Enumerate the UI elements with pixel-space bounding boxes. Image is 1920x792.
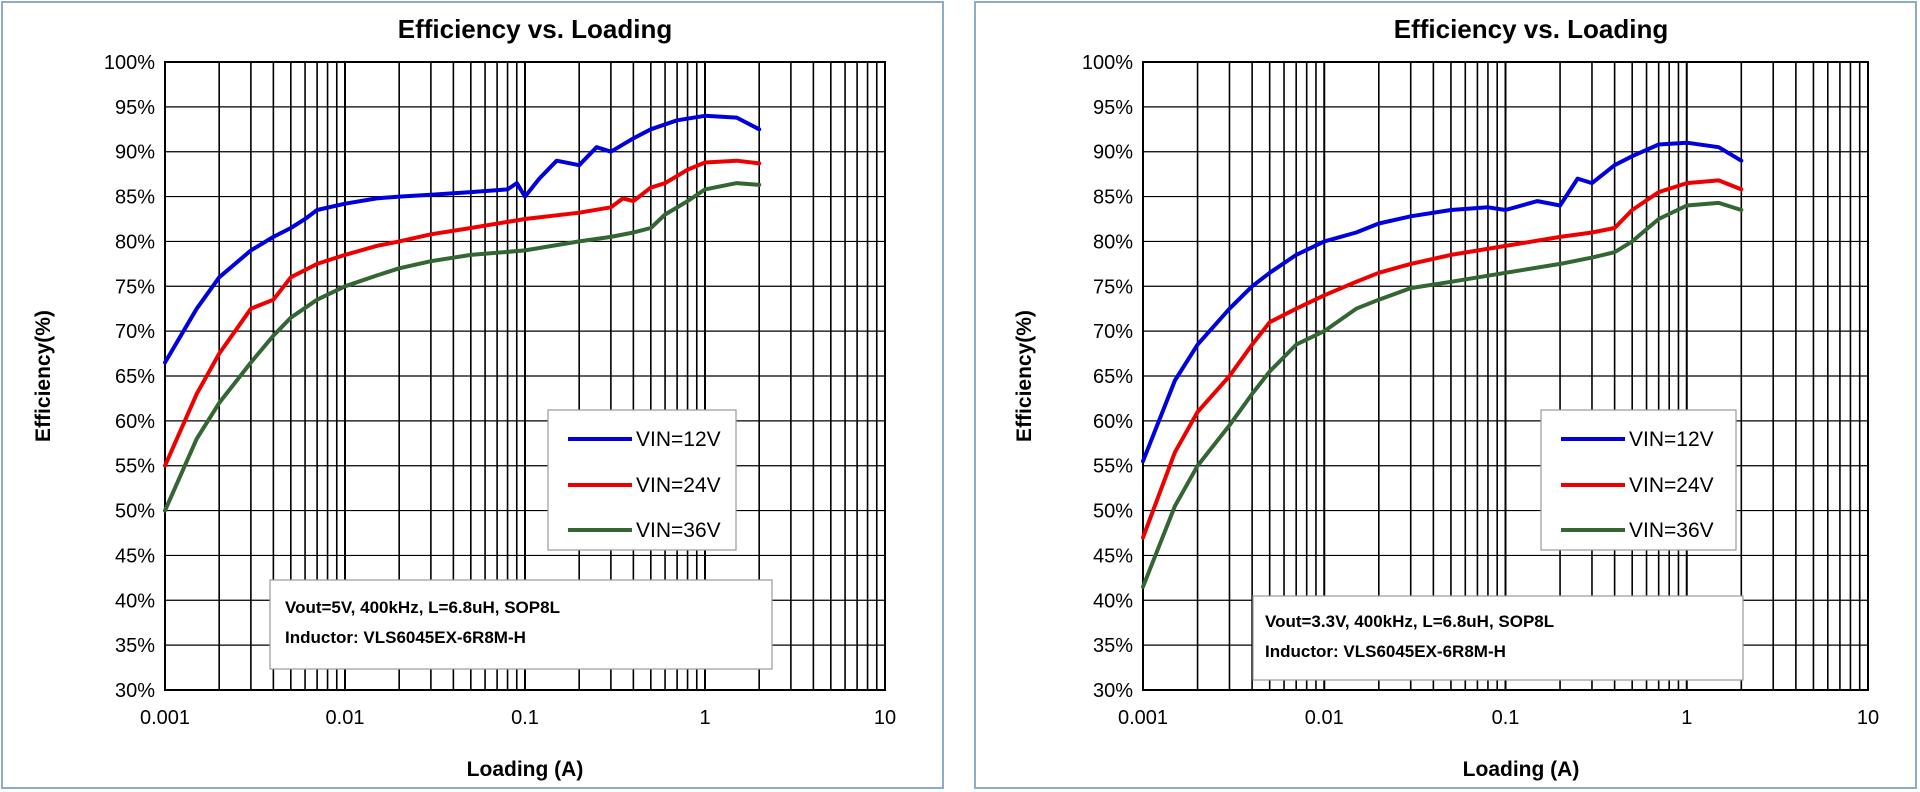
series-line-vin-12v xyxy=(1141,140,1744,464)
annotation: Vout=3.3V, 400kHz, L=6.8uH, SOP8L Induct… xyxy=(1252,595,1744,681)
chart-title: Efficiency vs. Loading xyxy=(1394,14,1669,44)
y-tick-label: 90% xyxy=(115,142,155,164)
y-tick-label: 35% xyxy=(1093,635,1133,657)
y-tick-label: 75% xyxy=(1093,276,1133,298)
x-tick-labels: 0.001 0.01 0.1 1 10 xyxy=(1118,707,1879,729)
y-tick-label: 55% xyxy=(115,456,155,478)
grid-lines xyxy=(1142,61,1868,691)
chart-title: Efficiency vs. Loading xyxy=(398,14,673,44)
annotation: Vout=5V, 400kHz, L=6.8uH, SOP8L Inductor… xyxy=(269,579,773,670)
annotation-line-1: Vout=5V, 400kHz, L=6.8uH, SOP8L xyxy=(285,598,560,617)
x-tick-label: 10 xyxy=(1857,707,1879,729)
y-tick-label: 40% xyxy=(1093,590,1133,612)
series-group xyxy=(1141,140,1744,589)
x-tick-label: 0.1 xyxy=(511,707,539,729)
y-tick-label: 50% xyxy=(1093,501,1133,523)
series-line-vin-36v xyxy=(163,181,762,513)
y-tick-label: 95% xyxy=(115,97,155,119)
y-tick-label: 85% xyxy=(115,187,155,209)
x-tick-label: 0.001 xyxy=(1118,707,1168,729)
legend-label-vin-12v: VIN=12V xyxy=(1629,428,1714,451)
legend-box xyxy=(1540,409,1737,551)
y-tick-label: 60% xyxy=(1093,411,1133,433)
y-tick-label: 100% xyxy=(1082,52,1133,74)
x-tick-label: 0.01 xyxy=(326,707,365,729)
x-tick-label: 1 xyxy=(1681,707,1692,729)
y-tick-labels: 30% 35% 40% 45% 50% 55% 60% 65% 70% 75% 80% 85% 90% 9… xyxy=(1082,52,1133,702)
x-axis-label: Loading (A) xyxy=(1463,758,1580,781)
legend-label-vin-24v: VIN=24V xyxy=(1629,474,1714,497)
x-tick-label: 0.01 xyxy=(1305,707,1344,729)
series-line-vin-36v xyxy=(1141,200,1744,589)
y-tick-label: 30% xyxy=(115,680,155,702)
y-tick-label: 100% xyxy=(104,52,155,74)
y-tick-label: 55% xyxy=(1093,456,1133,478)
series-line-vin-12v xyxy=(163,113,762,365)
legend: VIN=12V VIN=24V VIN=36V xyxy=(1540,409,1737,551)
y-tick-label: 45% xyxy=(115,545,155,567)
y-tick-label: 35% xyxy=(115,635,155,657)
y-tick-label: 60% xyxy=(115,411,155,433)
annotation-line-2: Inductor: VLS6045EX-6R8M-H xyxy=(285,628,526,647)
x-axis-label: Loading (A) xyxy=(467,758,584,781)
legend: VIN=12V VIN=24V VIN=36V xyxy=(547,409,737,551)
y-tick-label: 75% xyxy=(115,276,155,298)
legend-label-vin-12v: VIN=12V xyxy=(636,428,721,451)
y-tick-label: 80% xyxy=(115,231,155,253)
y-tick-label: 50% xyxy=(115,501,155,523)
chart-panel-vout-5v: Efficiency vs. Loading 30% 35% 40% 45% 50% 55… xyxy=(0,0,945,790)
y-tick-label: 40% xyxy=(115,590,155,612)
chart-panel-vout-3v3: Efficiency vs. Loading 30% 35% 40% 45% 50% 55… xyxy=(973,0,1918,790)
y-tick-label: 65% xyxy=(115,366,155,388)
y-tick-label: 70% xyxy=(115,321,155,343)
legend-box xyxy=(547,409,737,551)
y-tick-label: 80% xyxy=(1093,231,1133,253)
y-tick-label: 45% xyxy=(1093,545,1133,567)
annotation-box xyxy=(269,579,773,670)
x-tick-label: 10 xyxy=(874,707,896,729)
series-line-vin-24v xyxy=(163,158,762,468)
y-tick-label: 30% xyxy=(1093,680,1133,702)
series-group xyxy=(163,113,762,513)
x-tick-label: 0.001 xyxy=(140,707,190,729)
series-line-vin-24v xyxy=(1141,178,1744,540)
y-tick-labels: 30% 35% 40% 45% 50% 55% 60% 65% 70% 75% 80% 85% 90% 9… xyxy=(104,52,155,702)
x-tick-labels: 0.001 0.01 0.1 1 10 xyxy=(140,707,896,729)
annotation-line-1: Vout=3.3V, 400kHz, L=6.8uH, SOP8L xyxy=(1265,612,1554,631)
chart-svg: Efficiency vs. Loading 30% 35% 40% 45% 50% 55… xyxy=(974,1,1917,789)
y-axis-label: Efficiency(%) xyxy=(1013,310,1036,442)
y-tick-label: 85% xyxy=(1093,187,1133,209)
x-tick-label: 1 xyxy=(699,707,710,729)
x-tick-label: 0.1 xyxy=(1492,707,1520,729)
legend-label-vin-36v: VIN=36V xyxy=(1629,519,1714,542)
y-tick-label: 95% xyxy=(1093,97,1133,119)
chart-svg: Efficiency vs. Loading 30% 35% 40% 45% 50% 55… xyxy=(1,1,944,789)
y-tick-label: 90% xyxy=(1093,142,1133,164)
annotation-box xyxy=(1252,595,1744,681)
y-tick-label: 65% xyxy=(1093,366,1133,388)
legend-label-vin-36v: VIN=36V xyxy=(636,519,721,542)
annotation-line-2: Inductor: VLS6045EX-6R8M-H xyxy=(1265,642,1506,661)
y-tick-label: 70% xyxy=(1093,321,1133,343)
legend-label-vin-24v: VIN=24V xyxy=(636,474,721,497)
y-axis-label: Efficiency(%) xyxy=(32,310,55,442)
